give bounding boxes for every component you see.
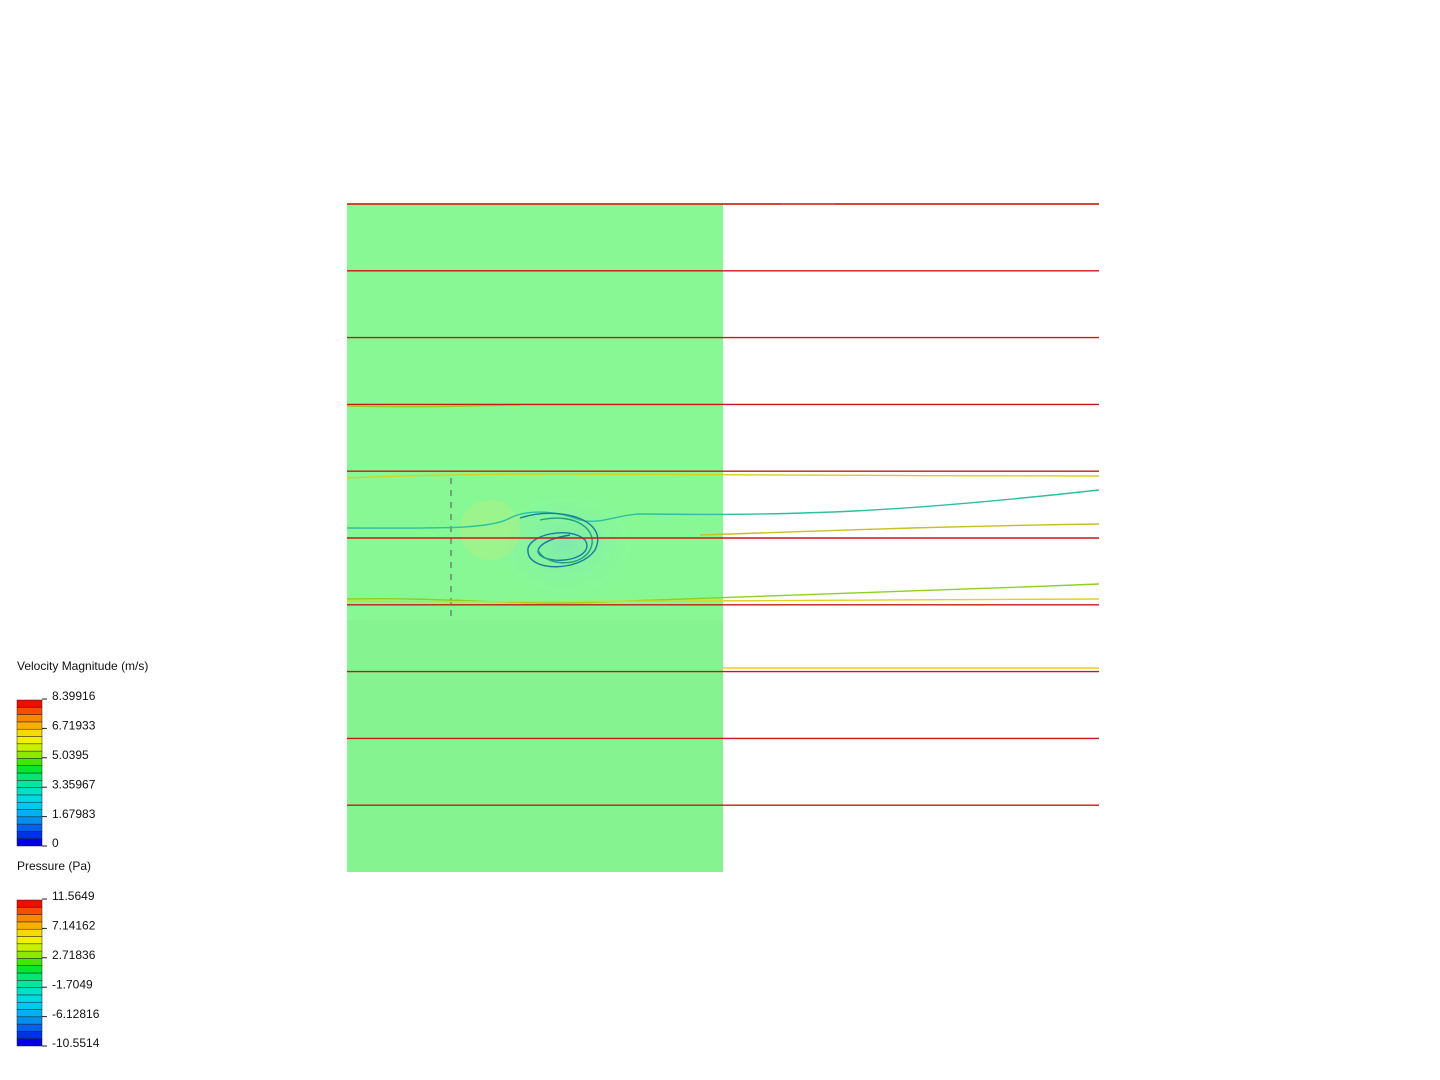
color-band [16,914,43,923]
color-band [16,787,43,796]
legend-label: 2.71836 [52,948,96,962]
color-band [16,943,43,952]
color-band [16,823,43,832]
color-band [16,758,43,766]
streamline [346,404,521,408]
legends: Velocity Magnitude (m/s) 8.39916 6.71933 5.… [16,659,148,1050]
color-band [16,743,43,752]
color-band [16,736,43,745]
color-band [16,772,43,781]
legend-label: -1.7049 [52,977,93,991]
color-band [16,972,43,981]
color-band [16,994,43,1003]
color-band [16,728,43,737]
color-band [16,721,43,730]
stagnation-region [460,500,520,560]
color-band [16,987,43,996]
pressure-shade [347,620,723,872]
legend-label: 11.5649 [52,889,95,903]
color-band [16,936,43,945]
color-band [16,1023,43,1032]
color-band [16,980,43,988]
color-band [16,965,43,974]
streamline [346,489,1100,529]
legend-title: Velocity Magnitude (m/s) [17,659,148,673]
legend-label: 1.67983 [52,807,96,821]
color-band [16,950,43,959]
color-band [16,907,43,915]
color-band [16,831,43,839]
streamline [346,598,1100,603]
wake-region [470,475,660,615]
legend-label: 0 [52,836,59,850]
color-band [16,714,43,723]
streamlines [346,203,1100,806]
color-band [16,921,43,930]
color-band [16,1016,43,1025]
color-band [16,1038,43,1047]
color-band [16,809,43,818]
streamline [699,523,1100,536]
color-band [16,899,43,908]
color-band [16,750,43,759]
color-band [16,765,43,774]
color-band [16,1009,43,1018]
legend-title: Pressure (Pa) [17,859,91,873]
legend-label: 6.71933 [52,719,96,733]
legend-label: 3.35967 [52,777,96,791]
legend-label: 8.39916 [52,689,96,703]
legend-label: 7.14162 [52,919,96,933]
color-band [16,816,43,825]
color-band [16,1001,43,1010]
color-band [16,699,43,708]
color-band [16,958,43,966]
legend-label: -10.5514 [52,1036,100,1050]
color-band [16,838,43,847]
legend-label: 5.0395 [52,748,89,762]
color-band [16,707,43,715]
streamline [346,473,1100,479]
color-band [16,780,43,788]
color-band [16,801,43,810]
legend-label: -6.12816 [52,1007,100,1021]
color-band [16,794,43,803]
color-band [16,1031,43,1039]
color-band [16,928,43,937]
vortex [537,517,593,564]
